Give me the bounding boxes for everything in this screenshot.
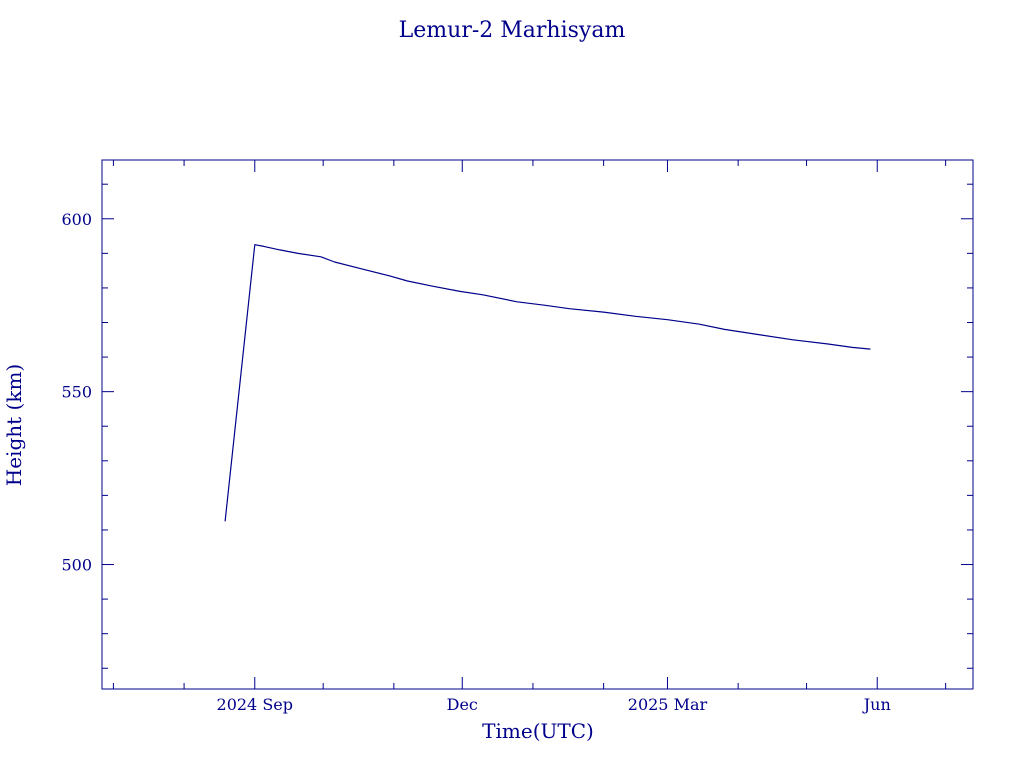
x-tick-label-0: 2024 Sep (217, 695, 293, 714)
plot-frame (101, 159, 974, 690)
series-line-0 (224, 244, 871, 522)
series-group (224, 244, 871, 522)
chart-title: Lemur-2 Marhisyam (399, 18, 626, 43)
y-tick-label-1: 550 (61, 383, 92, 402)
x-axis-label: Time(UTC) (482, 719, 594, 743)
x-tick-labels: 2024 Sep Dec 2025 Mar Jun (217, 695, 891, 714)
x-tick-label-1: Dec (447, 695, 478, 714)
axis-ticks (102, 160, 973, 689)
y-tick-label-2: 600 (61, 210, 92, 229)
x-tick-label-2: 2025 Mar (628, 695, 708, 714)
x-tick-label-3: Jun (862, 695, 891, 714)
y-tick-label-0: 500 (61, 556, 92, 575)
y-tick-labels: 500 550 600 (61, 210, 92, 575)
y-axis-label: Height (km) (2, 364, 26, 486)
